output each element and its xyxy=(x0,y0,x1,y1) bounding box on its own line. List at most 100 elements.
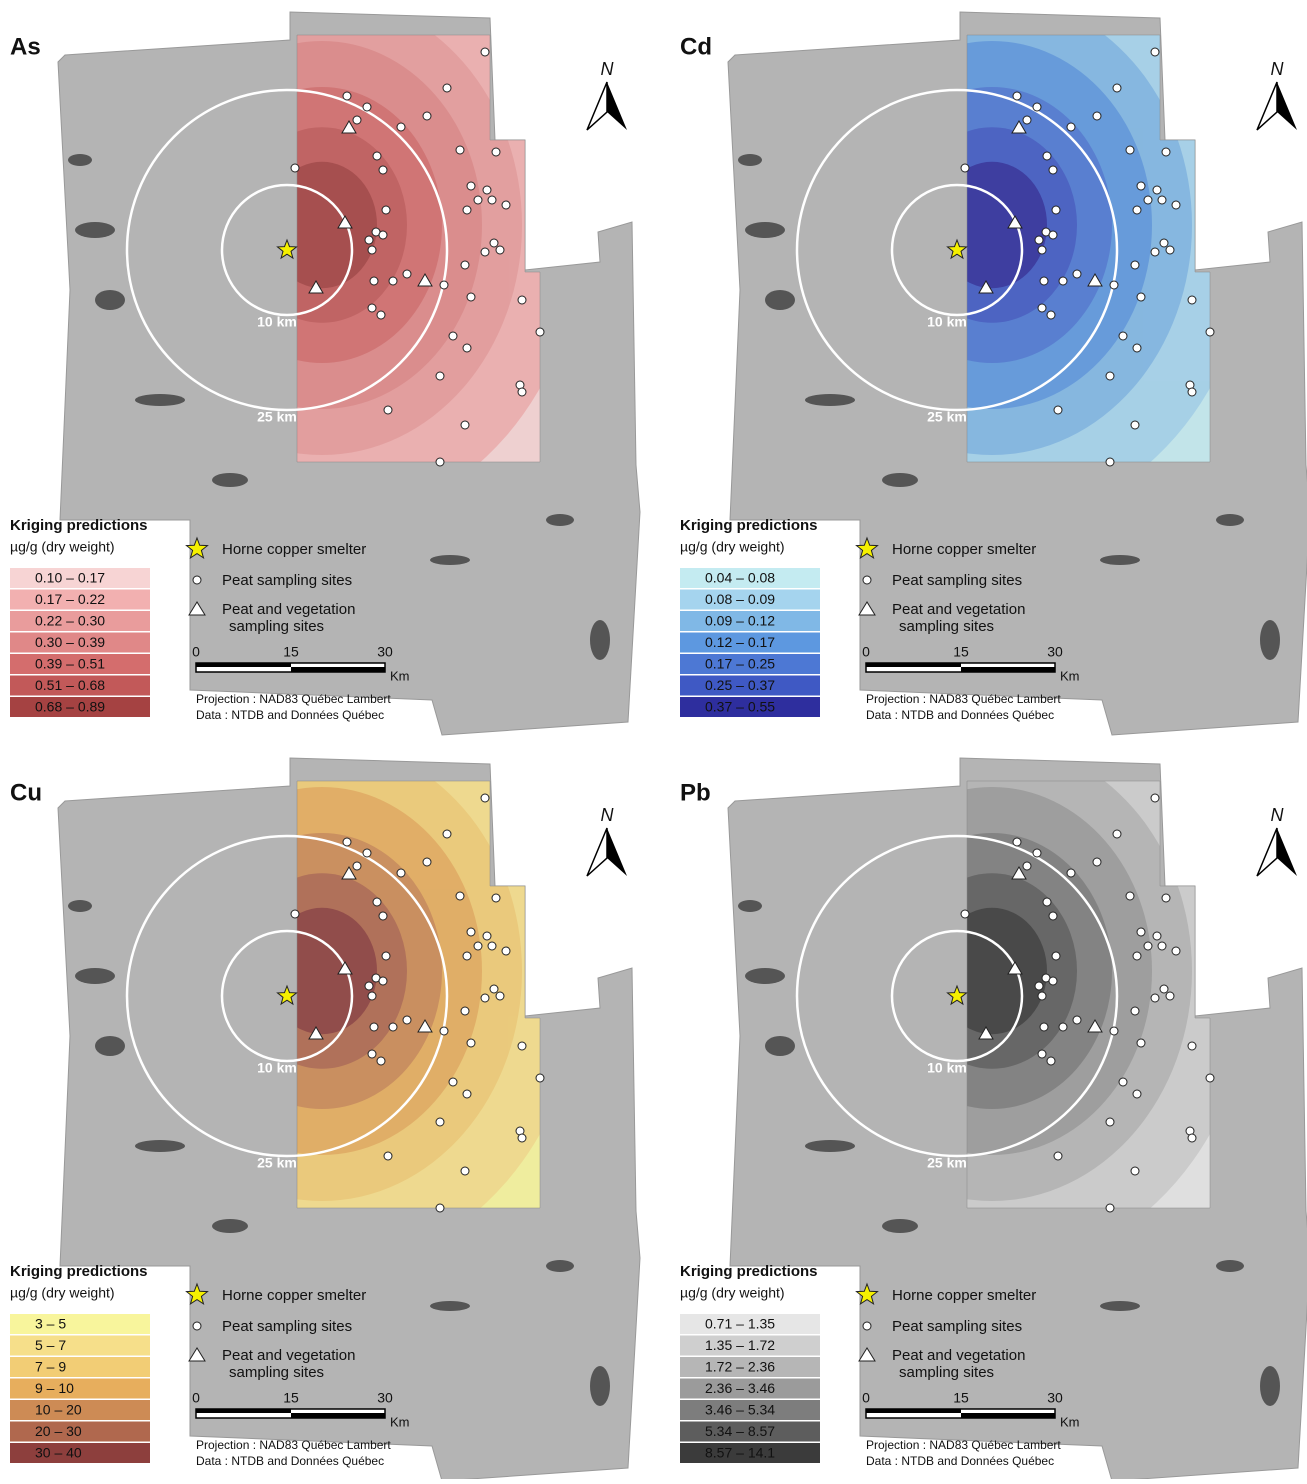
scale-bar xyxy=(961,1413,1055,1418)
peat-site xyxy=(1119,332,1127,340)
scale-label: 30 xyxy=(377,1390,393,1406)
legend-label: Horne copper smelter xyxy=(222,541,366,558)
ring-label: 25 km xyxy=(927,1155,967,1171)
peat-site xyxy=(496,246,504,254)
peat-site xyxy=(1153,186,1161,194)
scale-label: 30 xyxy=(377,644,393,660)
peat-site xyxy=(368,992,376,1000)
peat-site xyxy=(1153,932,1161,940)
peat-site xyxy=(368,246,376,254)
north-arrow xyxy=(587,828,607,876)
lake xyxy=(1216,1260,1244,1272)
north-label: N xyxy=(601,805,615,825)
lake xyxy=(135,1140,185,1152)
peat-site xyxy=(1073,1016,1081,1024)
data-source: Data : NTDB and Données Québec xyxy=(866,708,1054,722)
peat-site xyxy=(463,1090,471,1098)
scale-label: 15 xyxy=(283,1390,299,1406)
panel-title: Cu xyxy=(10,779,42,806)
scale-bar xyxy=(291,1413,385,1418)
peat-site xyxy=(481,794,489,802)
legend-class: 0.37 – 0.55 xyxy=(705,699,775,715)
legend-class: 0.08 – 0.09 xyxy=(705,591,775,607)
peat-site xyxy=(403,270,411,278)
peat-site xyxy=(436,1118,444,1126)
peat-site xyxy=(1093,112,1101,120)
scale-label: 15 xyxy=(953,1390,969,1406)
peat-site xyxy=(377,311,385,319)
lake xyxy=(1216,514,1244,526)
peat-site xyxy=(1162,894,1170,902)
ring-label: 10 km xyxy=(257,314,297,330)
peat-site xyxy=(463,206,471,214)
peat-site xyxy=(1206,1074,1214,1082)
lake xyxy=(1260,1366,1280,1406)
lake xyxy=(765,290,795,310)
legend-swatch xyxy=(10,1314,150,1334)
peat-site xyxy=(1033,849,1041,857)
peat-site xyxy=(1110,281,1118,289)
legend-label: Horne copper smelter xyxy=(892,541,1036,558)
legend-label: Peat and vegetation xyxy=(892,1347,1025,1364)
peat-site xyxy=(1033,103,1041,111)
peat-site xyxy=(490,985,498,993)
legend-class: 0.17 – 0.25 xyxy=(705,656,775,672)
peat-site xyxy=(1106,1204,1114,1212)
peat-site xyxy=(1131,1007,1139,1015)
lake xyxy=(546,1260,574,1272)
peat-site xyxy=(379,166,387,174)
lake xyxy=(590,620,610,660)
lake xyxy=(738,154,762,166)
peat-site xyxy=(370,277,378,285)
peat-site xyxy=(365,982,373,990)
legend-peat xyxy=(863,1322,871,1330)
lake xyxy=(805,394,855,406)
peat-site xyxy=(467,928,475,936)
peat-site xyxy=(461,1167,469,1175)
peat-site xyxy=(536,328,544,336)
legend-class: 1.72 – 2.36 xyxy=(705,1359,775,1375)
peat-site xyxy=(1043,152,1051,160)
legend-class: 0.04 – 0.08 xyxy=(705,570,775,586)
peat-site xyxy=(1144,942,1152,950)
peat-site xyxy=(1054,406,1062,414)
peat-site xyxy=(1059,1023,1067,1031)
peat-site xyxy=(463,344,471,352)
peat-site xyxy=(1038,992,1046,1000)
peat-site xyxy=(961,164,969,172)
peat-site xyxy=(377,1057,385,1065)
legend-class: 7 – 9 xyxy=(35,1359,66,1375)
peat-site xyxy=(456,146,464,154)
peat-site xyxy=(1131,1167,1139,1175)
projection: Projection : NAD83 Québec Lambert xyxy=(866,1438,1061,1452)
peat-site xyxy=(384,1152,392,1160)
lake xyxy=(75,968,115,984)
peat-site xyxy=(1137,293,1145,301)
ring-label: 25 km xyxy=(257,1155,297,1171)
peat-site xyxy=(1049,166,1057,174)
peat-site xyxy=(1093,858,1101,866)
legend-unit: µg/g (dry weight) xyxy=(10,1285,115,1301)
lake xyxy=(212,1219,248,1233)
scale-bar xyxy=(291,667,385,672)
peat-site xyxy=(1133,344,1141,352)
lake xyxy=(882,473,918,487)
map-panel: 10 km25 kmAsNKriging predictionsµg/g (dr… xyxy=(10,0,640,735)
peat-site xyxy=(389,1023,397,1031)
peat-site xyxy=(443,84,451,92)
page: 10 km25 kmAsNKriging predictionsµg/g (dr… xyxy=(0,0,1307,1484)
peat-site xyxy=(353,116,361,124)
peat-site xyxy=(379,977,387,985)
peat-site xyxy=(397,123,405,131)
legend-class: 5 – 7 xyxy=(35,1337,66,1353)
scale-unit: Km xyxy=(1060,1414,1080,1429)
lake xyxy=(1260,620,1280,660)
peat-site xyxy=(1047,1057,1055,1065)
peat-site xyxy=(502,947,510,955)
scale-bar xyxy=(196,1409,291,1413)
peat-site xyxy=(440,281,448,289)
lake xyxy=(68,900,92,912)
peat-site xyxy=(518,388,526,396)
peat-site xyxy=(1013,92,1021,100)
peat-site xyxy=(492,148,500,156)
